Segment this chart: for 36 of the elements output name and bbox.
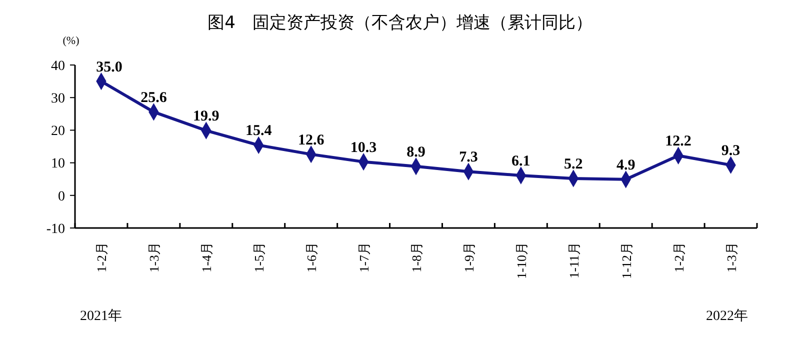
y-tick-label: 30 <box>51 92 65 106</box>
data-label: 4.9 <box>616 157 636 174</box>
data-label: 25.6 <box>140 90 168 106</box>
x-tick-label: 1-9月 <box>461 242 476 272</box>
data-label: 10.3 <box>350 140 377 156</box>
y-axis-title: (%) <box>62 35 80 47</box>
data-label: 6.1 <box>512 154 530 170</box>
x-tick-label: 1-8月 <box>409 242 424 272</box>
x-tick-label: 1-6月 <box>304 242 320 272</box>
chart-title: 图4 固定资产投资（不含农户）增速（累计同比） <box>208 13 592 33</box>
y-tick-label: 40 <box>51 58 65 74</box>
y-tick-label: 10 <box>51 156 65 172</box>
data-label: 9.3 <box>721 143 740 160</box>
x-tick-label: 1-11月 <box>566 242 582 278</box>
data-label: 35.0 <box>96 59 122 76</box>
data-label: 15.4 <box>245 123 272 140</box>
data-label: 12.6 <box>298 132 325 148</box>
data-label: 19.9 <box>193 108 220 125</box>
text: 2021年 <box>80 308 122 324</box>
y-tick-label: 0 <box>58 189 65 204</box>
y-tick-label: -10 <box>46 222 65 237</box>
x-tick-label: 1-7月 <box>356 242 372 272</box>
x-tick-label: 1-2月 <box>94 242 110 272</box>
data-label: 12.2 <box>665 134 692 150</box>
data-label: 7.3 <box>459 150 478 166</box>
x-tick-label: 1-12月 <box>618 242 634 279</box>
text: 2022年 <box>706 308 748 324</box>
x-tick-label: 1-3月 <box>724 242 739 272</box>
y-tick-label: 20 <box>51 124 65 140</box>
x-tick-label: 1-10月 <box>514 242 529 279</box>
x-tick-label: 1-3月 <box>146 242 162 272</box>
x-tick-label: 1-4月 <box>199 242 214 272</box>
data-label: 5.2 <box>564 156 583 172</box>
x-tick-label: 1-2月 <box>671 242 686 272</box>
data-label: 8.9 <box>406 144 426 160</box>
x-tick-label: 1-5月 <box>252 242 267 272</box>
